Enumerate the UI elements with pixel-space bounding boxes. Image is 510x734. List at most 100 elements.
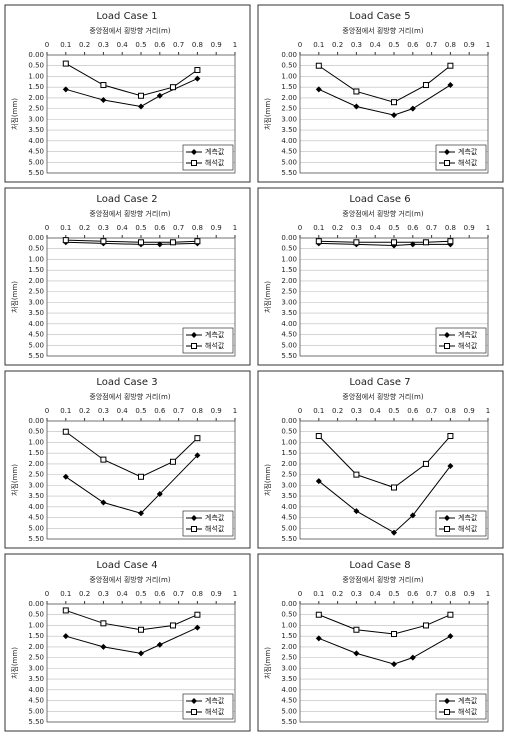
x-tick-label: 0.1 bbox=[60, 590, 71, 598]
x-tick-label: 0.6 bbox=[407, 41, 419, 49]
y-tick-label: 2.00 bbox=[28, 277, 44, 285]
y-axis-label: 처짐(mm) bbox=[263, 281, 272, 313]
y-tick-label: 0.50 bbox=[281, 428, 297, 436]
y-tick-label: 2.00 bbox=[281, 460, 297, 468]
legend-marker bbox=[444, 709, 450, 715]
data-point bbox=[194, 435, 201, 442]
data-point bbox=[62, 237, 69, 244]
x-tick-label: 0.8 bbox=[445, 590, 456, 598]
y-tick-label: 1.50 bbox=[28, 266, 44, 274]
y-tick-label: 0.50 bbox=[281, 62, 297, 70]
plot-frame bbox=[46, 603, 236, 723]
x-tick-label: 0.8 bbox=[445, 41, 456, 49]
data-point bbox=[409, 512, 416, 519]
y-tick-label: 3.50 bbox=[281, 309, 297, 317]
x-tick-label: 0.8 bbox=[192, 224, 203, 232]
y-tick-label: 5.50 bbox=[28, 535, 44, 543]
y-tick-label: 2.50 bbox=[28, 471, 44, 479]
x-tick-label: 0.9 bbox=[211, 224, 222, 232]
x-tick-label: 0.7 bbox=[173, 41, 184, 49]
x-tick-label: 0.4 bbox=[370, 224, 382, 232]
legend-label: 계측값 bbox=[205, 147, 225, 156]
y-tick-label: 0.50 bbox=[28, 611, 44, 619]
legend-marker bbox=[444, 343, 450, 349]
data-point bbox=[194, 452, 201, 459]
x-tick-label: 0.6 bbox=[407, 224, 419, 232]
y-tick-label: 3.50 bbox=[28, 675, 44, 683]
x-tick-label: 0.2 bbox=[332, 41, 343, 49]
data-point bbox=[447, 238, 454, 245]
x-tick-label: 0.2 bbox=[332, 407, 343, 415]
plot-frame bbox=[46, 54, 236, 174]
y-tick-label: 4.00 bbox=[281, 320, 297, 328]
y-tick-label: 5.00 bbox=[28, 707, 44, 715]
y-tick-label: 3.00 bbox=[28, 664, 44, 672]
y-tick-label: 5.00 bbox=[281, 341, 297, 349]
data-point bbox=[422, 622, 429, 629]
y-tick-label: 1.00 bbox=[28, 255, 44, 263]
x-tick-label: 0.1 bbox=[313, 41, 324, 49]
legend-label: 계측값 bbox=[458, 330, 478, 339]
y-tick-label: 4.50 bbox=[28, 514, 44, 522]
x-tick-label: 0.7 bbox=[426, 590, 437, 598]
y-tick-label: 1.00 bbox=[28, 72, 44, 80]
y-tick-label: 4.50 bbox=[281, 697, 297, 705]
y-tick-label: 1.50 bbox=[281, 632, 297, 640]
data-point bbox=[62, 60, 69, 67]
chart-panel: Load Case 3 중앙점에서 횡방향 거리(m) 0 0.1 0.2 0.3 0.4 0… bbox=[4, 370, 251, 549]
data-point bbox=[169, 458, 176, 465]
data-point bbox=[100, 499, 107, 506]
x-tick-label: 0.7 bbox=[426, 407, 437, 415]
x-tick-label: 1 bbox=[486, 407, 490, 415]
y-tick-label: 5.00 bbox=[28, 158, 44, 166]
y-tick-label: 3.00 bbox=[28, 115, 44, 123]
x-tick-label: 0.1 bbox=[313, 590, 324, 598]
x-tick-label: 0.7 bbox=[426, 224, 437, 232]
y-tick-label: 2.00 bbox=[281, 277, 297, 285]
x-tick-label: 0.6 bbox=[154, 224, 166, 232]
x-tick-label: 0.9 bbox=[464, 590, 475, 598]
y-tick-label: 1.00 bbox=[281, 621, 297, 629]
legend-label: 해석값 bbox=[205, 341, 225, 350]
data-point bbox=[138, 92, 144, 99]
y-tick-label: 4.00 bbox=[28, 137, 44, 145]
x-tick-label: 0.6 bbox=[154, 407, 166, 415]
x-tick-label: 0.5 bbox=[135, 224, 146, 232]
data-point bbox=[315, 62, 322, 69]
plot-frame bbox=[299, 420, 489, 540]
x-tick-label: 0.9 bbox=[211, 590, 222, 598]
x-tick-label: 0.5 bbox=[388, 41, 399, 49]
data-point bbox=[194, 624, 201, 631]
chart-title: Load Case 3 bbox=[96, 377, 157, 388]
y-tick-label: 0.50 bbox=[28, 62, 44, 70]
x-tick-label: 0.4 bbox=[117, 590, 129, 598]
data-point bbox=[194, 67, 201, 74]
y-tick-label: 2.50 bbox=[281, 654, 297, 662]
y-tick-label: 2.00 bbox=[281, 643, 297, 651]
data-point bbox=[315, 611, 322, 618]
x-tick-label: 0.3 bbox=[98, 41, 109, 49]
x-tick-label: 0.3 bbox=[351, 590, 362, 598]
legend-label: 해석값 bbox=[205, 524, 225, 533]
data-point bbox=[391, 239, 397, 246]
data-point bbox=[447, 62, 454, 69]
x-tick-label: 0 bbox=[298, 224, 302, 232]
x-tick-label: 0.7 bbox=[426, 41, 437, 49]
x-tick-label: 0.4 bbox=[117, 41, 129, 49]
data-point bbox=[62, 607, 69, 614]
data-point bbox=[194, 75, 201, 82]
legend-marker bbox=[191, 343, 197, 349]
x-tick-label: 0.8 bbox=[192, 41, 203, 49]
plot-frame bbox=[46, 237, 236, 357]
y-tick-label: 5.50 bbox=[281, 352, 297, 360]
y-tick-label: 0.00 bbox=[281, 417, 297, 425]
legend-marker bbox=[191, 698, 197, 704]
y-tick-label: 2.50 bbox=[28, 288, 44, 296]
legend-marker bbox=[191, 515, 197, 521]
chart-panel: Load Case 5 중앙점에서 횡방향 거리(m) 0 0.1 0.2 0.3 0.4 0… bbox=[257, 4, 504, 183]
y-tick-label: 4.00 bbox=[28, 686, 44, 694]
x-tick-label: 0 bbox=[45, 407, 49, 415]
data-point bbox=[447, 433, 454, 440]
legend-marker bbox=[444, 149, 450, 155]
data-point bbox=[156, 92, 163, 99]
